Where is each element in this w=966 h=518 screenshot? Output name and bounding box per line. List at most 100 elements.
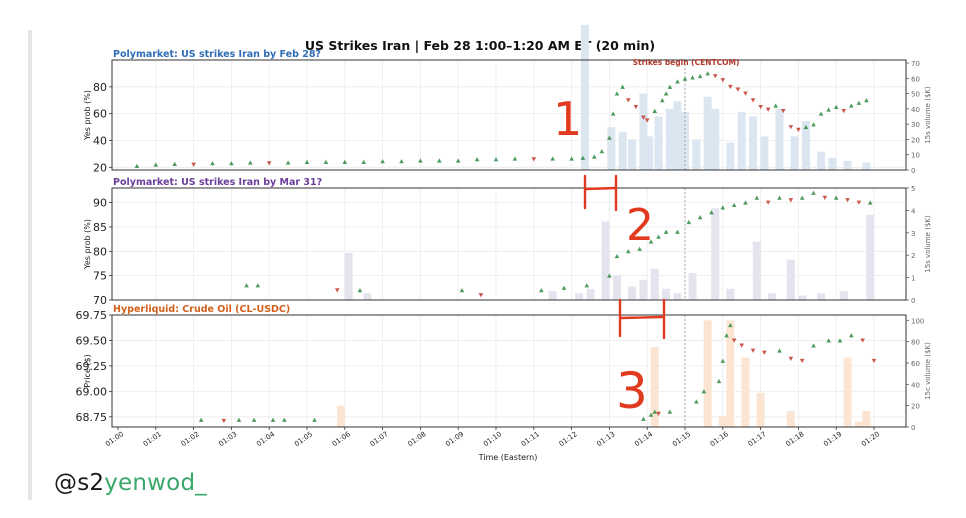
- volume-bar: [711, 108, 720, 170]
- annotation-bracket-2: [618, 298, 666, 340]
- price-point: [716, 378, 722, 384]
- price-point: [856, 100, 862, 105]
- annotation-number-3: 3: [616, 362, 648, 420]
- price-point: [663, 91, 669, 96]
- volume-bar: [703, 96, 712, 170]
- price-point: [282, 417, 287, 422]
- x-tick-label: 01:05: [293, 430, 314, 448]
- price-point: [777, 195, 782, 200]
- volume-bar: [756, 392, 765, 427]
- price-point: [849, 103, 854, 108]
- volume-bar: [575, 293, 584, 300]
- price-point: [380, 159, 385, 164]
- price-point: [811, 122, 816, 127]
- price-point: [633, 104, 639, 110]
- y2-tick-label: 3: [911, 230, 915, 238]
- price-point: [720, 205, 726, 210]
- volume-bar: [586, 288, 595, 300]
- price-point: [153, 162, 159, 167]
- volume-bar: [718, 416, 727, 427]
- price-point: [675, 79, 680, 84]
- price-point: [743, 200, 748, 205]
- price-point: [750, 348, 756, 353]
- y-tick-label: 70: [93, 294, 107, 307]
- x-tick-label: 01:02: [180, 430, 201, 448]
- price-point: [641, 416, 646, 421]
- price-point: [418, 158, 423, 163]
- price-point: [682, 76, 688, 81]
- volume-bar: [862, 162, 871, 170]
- price-point: [694, 399, 699, 404]
- y2-tick-label: 80: [911, 339, 920, 347]
- x-tick-label: 01:12: [558, 430, 579, 448]
- price-point: [705, 71, 710, 76]
- y2-axis-label: 15s volume ($K): [924, 86, 932, 144]
- price-point: [663, 229, 669, 234]
- price-point: [837, 338, 843, 343]
- price-point: [712, 74, 718, 79]
- price-point: [229, 161, 234, 166]
- price-point: [641, 115, 646, 120]
- price-point: [437, 158, 442, 163]
- price-point: [539, 288, 544, 293]
- y-tick-label: 69.00: [76, 385, 108, 398]
- price-point: [731, 202, 737, 208]
- y-tick-label: 40: [93, 134, 107, 147]
- volume-bar: [790, 136, 799, 170]
- price-point: [198, 417, 204, 422]
- price-point: [580, 155, 586, 160]
- price-point: [796, 127, 801, 132]
- panel-frame: [111, 187, 907, 301]
- price-point: [561, 285, 567, 290]
- price-point: [709, 210, 714, 215]
- y-tick-label: 68.75: [76, 411, 108, 424]
- panel-3: 68.75 69.00 69.25 69.50 69.75 0 20 40 60 80 100 Pri…: [76, 304, 933, 432]
- price-point: [686, 219, 692, 225]
- price-point: [833, 195, 839, 200]
- volume-bar: [711, 208, 720, 300]
- annotation-number-1: 1: [553, 92, 582, 146]
- volume-bar: [692, 139, 701, 170]
- price-point: [845, 198, 850, 203]
- volume-bar: [673, 293, 682, 300]
- y-tick-label: 69.75: [76, 309, 108, 322]
- volume-bar: [363, 293, 372, 300]
- price-point: [478, 293, 484, 298]
- price-point: [584, 283, 590, 288]
- y2-tick-label: 60: [911, 75, 920, 83]
- volume-bar: [839, 291, 848, 300]
- y2-tick-label: 4: [911, 207, 916, 215]
- price-point: [626, 249, 631, 254]
- y2-tick-label: 40: [911, 106, 920, 114]
- price-point: [550, 156, 555, 161]
- x-tick-label: 01:07: [369, 430, 390, 448]
- price-point: [323, 159, 329, 164]
- price-point: [701, 389, 707, 394]
- x-tick-label: 01:14: [633, 430, 655, 448]
- price-point: [266, 161, 272, 166]
- y-tick-label: 75: [93, 270, 107, 283]
- volume-bar: [337, 405, 346, 427]
- author-handle-prefix: @s2: [54, 470, 105, 496]
- author-handle-highlight: yenwod_: [104, 470, 207, 496]
- price-point: [656, 234, 661, 239]
- volume-bar: [741, 357, 750, 427]
- price-point: [614, 91, 620, 96]
- price-point: [312, 417, 317, 422]
- volume-bar: [580, 24, 589, 170]
- price-point: [826, 107, 831, 112]
- price-point: [607, 273, 612, 278]
- price-point: [788, 356, 794, 361]
- price-point: [334, 288, 340, 293]
- x-tick-label: 01:00: [104, 430, 125, 448]
- y-tick-label: 20: [93, 161, 107, 174]
- volume-bar: [843, 357, 852, 427]
- panel-1: 20 40 60 80 0 10 20 30 40 50 60 70 Yes prob (%) 15s v…: [83, 24, 932, 175]
- figure-title: US Strikes Iran | Feb 28 1:00–1:20 AM ET…: [305, 38, 655, 53]
- price-point: [867, 200, 873, 205]
- volume-bar: [726, 142, 735, 170]
- price-point: [667, 84, 673, 89]
- volume-bar: [843, 160, 852, 170]
- y-tick-label: 85: [93, 221, 107, 234]
- price-point: [754, 195, 760, 200]
